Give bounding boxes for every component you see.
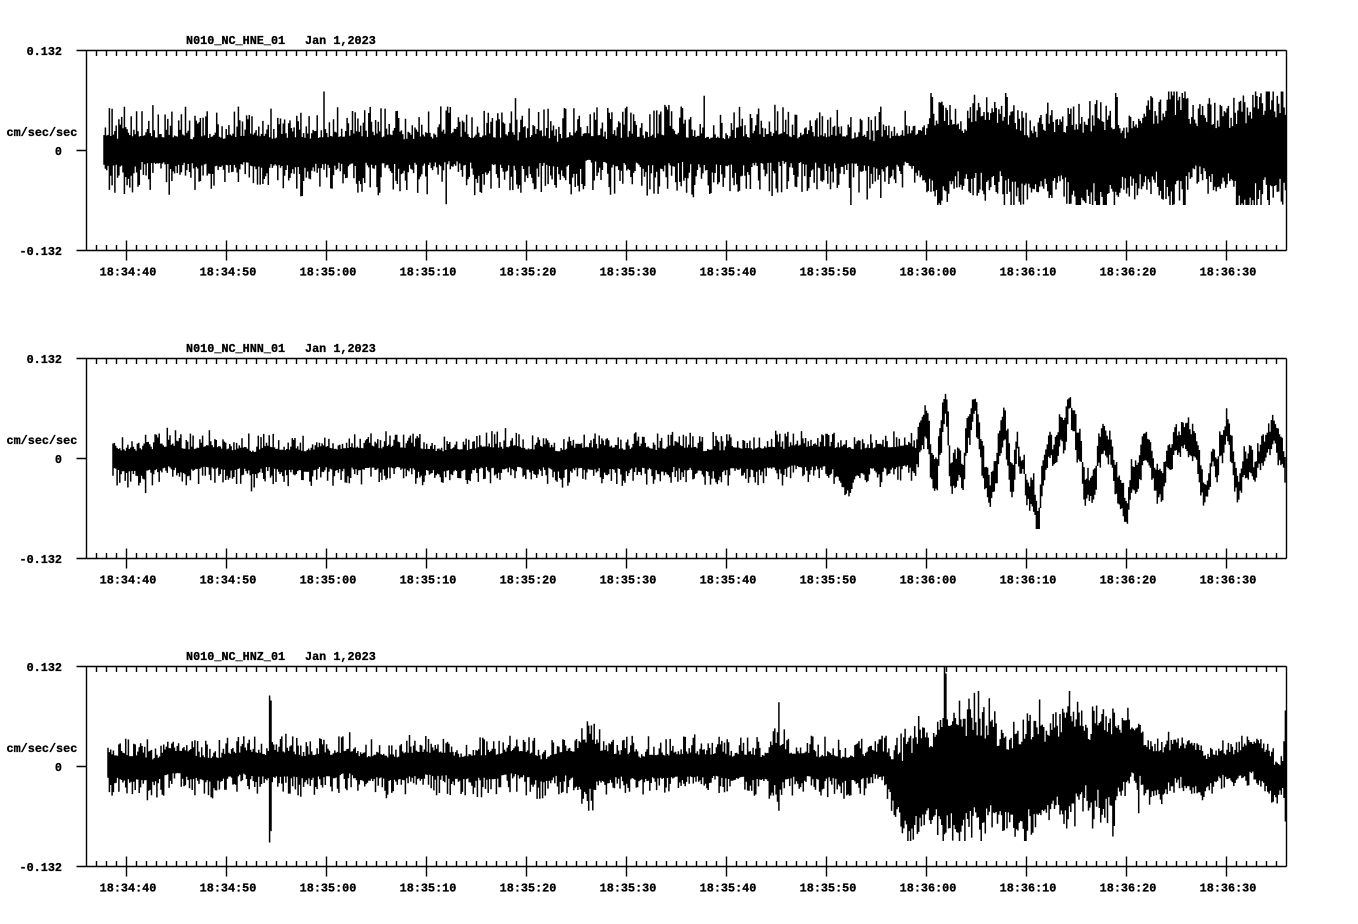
svg-text:18:35:40: 18:35:40 [700, 882, 757, 896]
svg-text:18:35:30: 18:35:30 [600, 574, 657, 588]
svg-text:18:36:30: 18:36:30 [1200, 574, 1257, 588]
svg-text:0.132: 0.132 [27, 45, 62, 59]
svg-text:18:34:50: 18:34:50 [200, 266, 257, 280]
svg-text:18:36:20: 18:36:20 [1100, 574, 1157, 588]
svg-text:18:34:40: 18:34:40 [100, 266, 157, 280]
svg-text:-0.132: -0.132 [20, 861, 62, 875]
svg-text:18:36:00: 18:36:00 [900, 574, 957, 588]
svg-text:18:35:00: 18:35:00 [300, 266, 357, 280]
svg-text:18:34:40: 18:34:40 [100, 574, 157, 588]
svg-text:cm/sec/sec: cm/sec/sec [7, 434, 78, 448]
svg-text:18:35:50: 18:35:50 [800, 882, 857, 896]
svg-text:0: 0 [55, 761, 62, 775]
svg-text:N010_NC_HNN_01: N010_NC_HNN_01 [186, 342, 285, 356]
svg-text:18:34:50: 18:34:50 [200, 574, 257, 588]
svg-text:0.132: 0.132 [27, 661, 62, 675]
svg-text:18:35:40: 18:35:40 [700, 266, 757, 280]
svg-text:18:35:30: 18:35:30 [600, 882, 657, 896]
svg-text:18:35:10: 18:35:10 [400, 882, 457, 896]
svg-text:18:36:20: 18:36:20 [1100, 882, 1157, 896]
svg-text:18:34:40: 18:34:40 [100, 882, 157, 896]
svg-text:18:35:00: 18:35:00 [300, 574, 357, 588]
svg-text:18:35:30: 18:35:30 [600, 266, 657, 280]
svg-text:18:36:00: 18:36:00 [900, 266, 957, 280]
svg-text:18:35:50: 18:35:50 [800, 574, 857, 588]
svg-text:0.132: 0.132 [27, 353, 62, 367]
svg-text:18:35:20: 18:35:20 [500, 882, 557, 896]
svg-text:18:35:20: 18:35:20 [500, 266, 557, 280]
svg-text:-0.132: -0.132 [20, 245, 62, 259]
svg-text:Jan 1,2023: Jan 1,2023 [305, 34, 376, 48]
svg-text:18:35:40: 18:35:40 [700, 574, 757, 588]
svg-text:0: 0 [55, 453, 62, 467]
svg-text:N010_NC_HNE_01: N010_NC_HNE_01 [186, 34, 285, 48]
svg-text:18:36:20: 18:36:20 [1100, 266, 1157, 280]
svg-text:Jan 1,2023: Jan 1,2023 [305, 342, 376, 356]
svg-text:18:36:00: 18:36:00 [900, 882, 957, 896]
svg-text:18:35:50: 18:35:50 [800, 266, 857, 280]
svg-text:18:36:10: 18:36:10 [1000, 574, 1057, 588]
svg-text:18:34:50: 18:34:50 [200, 882, 257, 896]
svg-text:0: 0 [55, 145, 62, 159]
svg-text:18:35:00: 18:35:00 [300, 882, 357, 896]
svg-text:18:36:30: 18:36:30 [1200, 266, 1257, 280]
svg-text:18:36:10: 18:36:10 [1000, 266, 1057, 280]
svg-text:18:36:30: 18:36:30 [1200, 882, 1257, 896]
svg-text:18:35:10: 18:35:10 [400, 266, 457, 280]
svg-text:Jan 1,2023: Jan 1,2023 [305, 650, 376, 664]
svg-text:18:35:10: 18:35:10 [400, 574, 457, 588]
svg-text:cm/sec/sec: cm/sec/sec [7, 126, 78, 140]
svg-text:-0.132: -0.132 [20, 553, 62, 567]
svg-text:cm/sec/sec: cm/sec/sec [7, 742, 78, 756]
svg-text:N010_NC_HNZ_01: N010_NC_HNZ_01 [186, 650, 285, 664]
svg-text:18:35:20: 18:35:20 [500, 574, 557, 588]
svg-text:18:36:10: 18:36:10 [1000, 882, 1057, 896]
